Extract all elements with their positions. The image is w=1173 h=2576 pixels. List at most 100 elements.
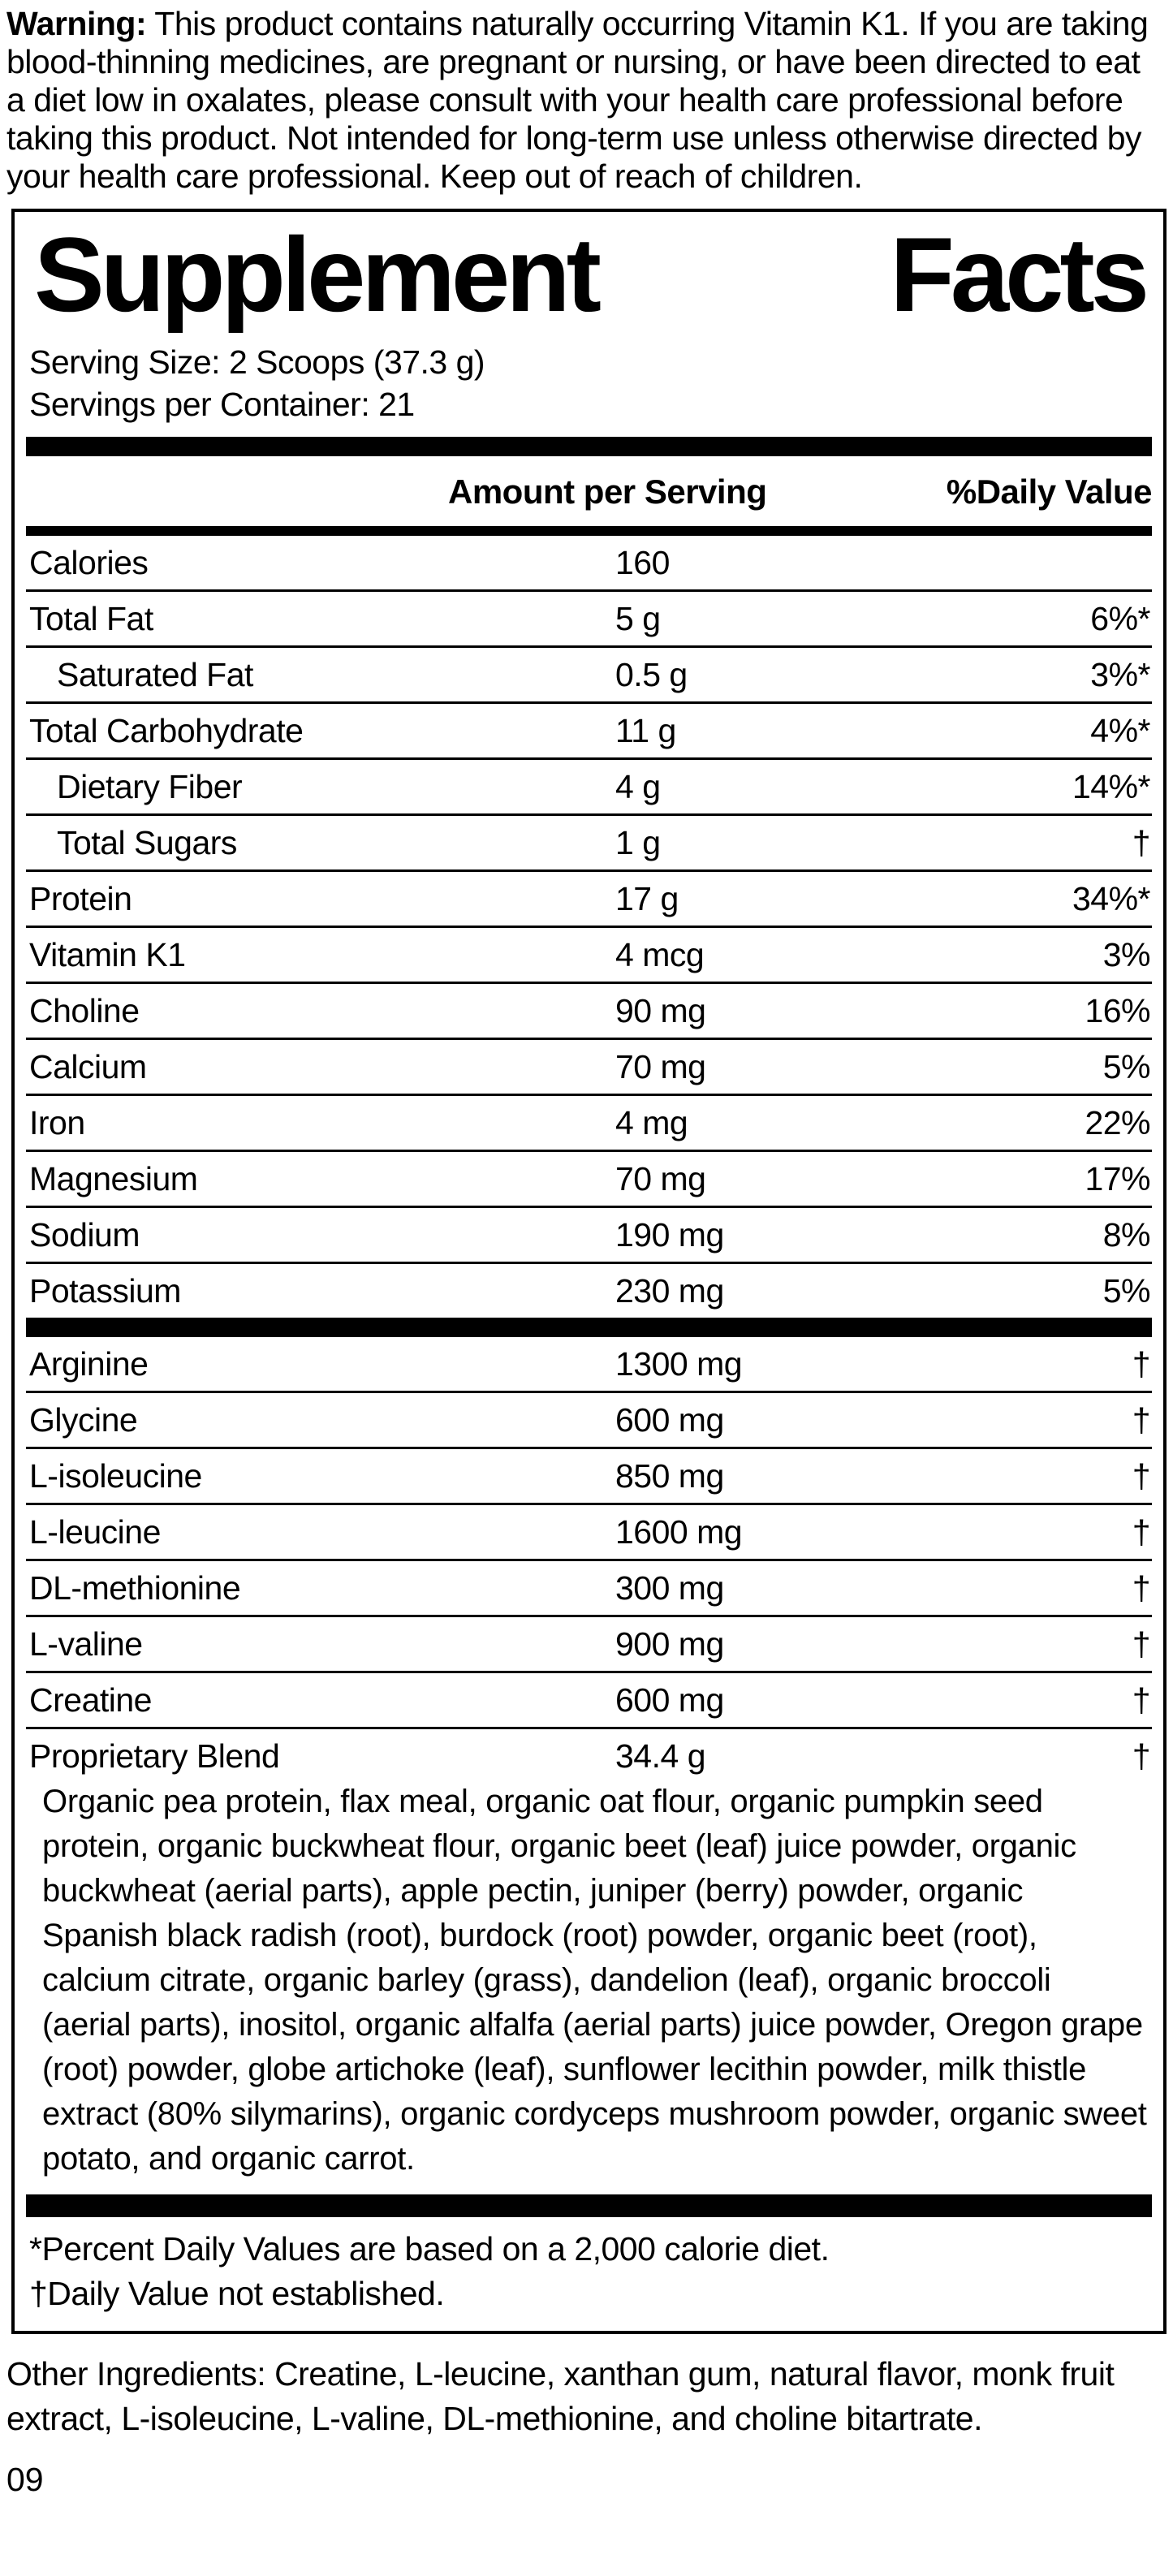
nutrient-name: Glycine xyxy=(29,1401,138,1439)
serving-size: Serving Size: 2 Scoops (37.3 g) xyxy=(29,343,485,382)
nutrient-amount: 600 mg xyxy=(615,1401,724,1439)
footnotes: *Percent Daily Values are based on a 2,0… xyxy=(26,2217,1152,2321)
warning-paragraph: Warning: This product contains naturally… xyxy=(6,5,1165,196)
nutrient-amount: 4 mg xyxy=(615,1104,688,1142)
nutrient-amount: 4 g xyxy=(615,768,661,806)
nutrient-name: Potassium xyxy=(29,1272,181,1310)
divider-bar-bottom xyxy=(26,2194,1152,2218)
table-row: Calories 160 xyxy=(26,536,1152,593)
nutrient-amount: 1300 mg xyxy=(615,1345,743,1383)
nutrient-amount: 160 xyxy=(615,544,670,582)
table-row: Arginine 1300 mg † xyxy=(26,1337,1152,1394)
warning-label: Warning: xyxy=(6,5,147,42)
nutrient-daily-value: 3% xyxy=(1102,936,1151,974)
nutrient-daily-value: 16% xyxy=(1085,992,1150,1030)
nutrient-name: L-valine xyxy=(29,1625,143,1663)
nutrient-amount: 1 g xyxy=(615,824,661,862)
table-row: Potassium 230 mg 5% xyxy=(26,1264,1152,1318)
nutrient-amount: 300 mg xyxy=(615,1569,724,1607)
table-row: L-isoleucine 850 mg † xyxy=(26,1449,1152,1506)
footnote-daily-value-not-established: †Daily Value not established. xyxy=(29,2275,445,2313)
nutrient-name: Calories xyxy=(29,544,149,582)
table-row: DL-methionine 300 mg † xyxy=(26,1561,1152,1618)
table-row: Saturated Fat 0.5 g 3%* xyxy=(26,648,1152,705)
panel-title-word-2: Facts xyxy=(890,215,1149,334)
divider-bar-under-header xyxy=(26,526,1152,537)
nutrient-name: Vitamin K1 xyxy=(29,936,186,974)
nutrient-amount: 230 mg xyxy=(615,1272,724,1310)
proprietary-blend-name: Proprietary Blend xyxy=(29,1737,280,1776)
nutrient-name: L-leucine xyxy=(29,1513,161,1551)
amino-acid-rows: Arginine 1300 mg † Glycine 600 mg † L-isoleuci… xyxy=(26,1337,1152,1730)
nutrient-daily-value: 34%* xyxy=(1072,880,1151,918)
nutrient-name: Sodium xyxy=(29,1216,140,1254)
nutrient-amount: 1600 mg xyxy=(615,1513,743,1551)
proprietary-blend-row: Proprietary Blend 34.4 g † xyxy=(26,1729,1152,1780)
table-row: L-valine 900 mg † xyxy=(26,1617,1152,1674)
table-row: Total Sugars 1 g † xyxy=(26,816,1152,873)
nutrient-amount: 11 g xyxy=(615,712,676,750)
table-row: Total Fat 5 g 6%* xyxy=(26,592,1152,649)
nutrient-name: DL-methionine xyxy=(29,1569,241,1607)
nutrient-amount: 850 mg xyxy=(615,1457,724,1495)
nutrient-name: L-isoleucine xyxy=(29,1457,202,1495)
other-ingredients: Other Ingredients: Creatine, L-leucine, … xyxy=(6,2355,1115,2438)
nutrient-daily-value: † xyxy=(1132,1401,1151,1439)
nutrient-daily-value: † xyxy=(1132,1345,1151,1383)
nutrient-amount: 17 g xyxy=(615,880,679,918)
nutrient-daily-value: 4%* xyxy=(1090,712,1150,750)
supplement-facts-panel: Supplement Facts Serving Size: 2 Scoops … xyxy=(11,209,1167,2335)
warning-text: This product contains naturally occurrin… xyxy=(6,5,1149,195)
supplement-label-page: Warning: This product contains naturally… xyxy=(0,5,1173,2499)
nutrient-daily-value: † xyxy=(1132,1513,1151,1551)
page-code: 09 xyxy=(6,2461,44,2499)
proprietary-blend-amount: 34.4 g xyxy=(615,1737,705,1776)
table-row: L-leucine 1600 mg † xyxy=(26,1505,1152,1562)
nutrient-name: Calcium xyxy=(29,1048,147,1086)
table-row: Magnesium 70 mg 17% xyxy=(26,1152,1152,1209)
table-row: Total Carbohydrate 11 g 4%* xyxy=(26,704,1152,761)
divider-bar-middle xyxy=(26,1318,1152,1338)
nutrient-daily-value: 17% xyxy=(1085,1160,1150,1198)
nutrient-daily-value: † xyxy=(1132,1569,1151,1607)
table-row: Creatine 600 mg † xyxy=(26,1673,1152,1730)
table-row: Iron 4 mg 22% xyxy=(26,1096,1152,1153)
divider-bar-top xyxy=(26,437,1152,457)
nutrient-name: Total Carbohydrate xyxy=(29,712,304,750)
nutrient-amount: 5 g xyxy=(615,600,661,638)
nutrient-name: Total Fat xyxy=(29,600,153,638)
nutrient-amount: 600 mg xyxy=(615,1681,724,1719)
nutrient-amount: 900 mg xyxy=(615,1625,724,1663)
nutrient-name: Choline xyxy=(29,992,140,1030)
panel-title-word-1: Supplement xyxy=(34,215,602,334)
nutrient-name: Total Sugars xyxy=(57,824,237,862)
nutrient-daily-value: † xyxy=(1132,824,1151,862)
table-row: Choline 90 mg 16% xyxy=(26,984,1152,1041)
proprietary-blend-ingredients: Organic pea protein, flax meal, organic … xyxy=(42,1784,1147,2177)
nutrient-name: Magnesium xyxy=(29,1160,198,1198)
nutrient-rows: Calories 160 Total Fat 5 g 6%* Saturated Fat 0… xyxy=(26,536,1152,1318)
nutrient-amount: 4 mcg xyxy=(615,936,705,974)
table-row: Calcium 70 mg 5% xyxy=(26,1040,1152,1097)
table-row: Protein 17 g 34%* xyxy=(26,872,1152,929)
nutrient-amount: 90 mg xyxy=(615,992,706,1030)
proprietary-blend-dv: † xyxy=(1132,1737,1151,1776)
footnote-percent-daily-value: *Percent Daily Values are based on a 2,0… xyxy=(29,2230,830,2268)
amount-per-serving-header: Amount per Serving xyxy=(448,472,767,511)
nutrient-daily-value: † xyxy=(1132,1457,1151,1495)
servings-per-container: Servings per Container: 21 xyxy=(29,386,415,424)
nutrient-daily-value: 14%* xyxy=(1072,768,1151,806)
nutrient-daily-value: 5% xyxy=(1102,1048,1151,1086)
nutrient-name: Protein xyxy=(29,880,132,918)
nutrient-name: Arginine xyxy=(29,1345,149,1383)
nutrient-name: Iron xyxy=(29,1104,85,1142)
nutrient-amount: 70 mg xyxy=(615,1160,706,1198)
nutrient-daily-value: † xyxy=(1132,1625,1151,1663)
nutrient-daily-value: 3%* xyxy=(1090,656,1150,694)
daily-value-header: %Daily Value xyxy=(946,472,1153,511)
column-header-row: Amount per Serving %Daily Value xyxy=(26,456,1153,526)
nutrient-daily-value: 8% xyxy=(1102,1216,1151,1254)
panel-title: Supplement Facts xyxy=(34,215,1149,334)
table-row: Glycine 600 mg † xyxy=(26,1393,1152,1450)
nutrient-name: Creatine xyxy=(29,1681,152,1719)
